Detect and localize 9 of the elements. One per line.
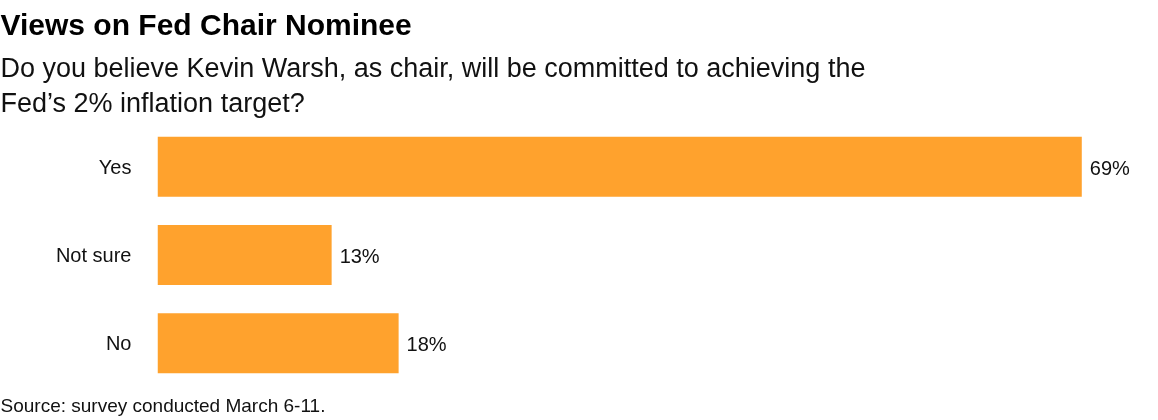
y-tick-label: Not sure [55,244,132,266]
chart-subtitle: Do you believe Kevin Warsh, as chair, will be committed to achieving the Fed’s 2% inflation target? [0,53,866,118]
data-label: 18% [406,333,447,356]
chart-title: Views on Fed Chair Nominee [0,7,412,41]
y-tick-label: Yes [98,155,132,178]
data-label: 13% [339,245,380,267]
data-label: 69% [1089,156,1131,179]
y-tick-label: No [105,332,132,355]
source-note: Source: survey conducted March 6-11. [0,394,326,416]
